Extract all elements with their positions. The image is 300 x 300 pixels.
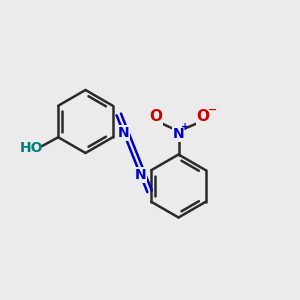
Text: −: − [208,105,218,115]
Text: O: O [196,109,210,124]
Text: +: + [181,122,189,132]
Text: N: N [173,127,184,141]
Text: O: O [149,109,163,124]
Text: HO: HO [20,141,43,155]
Text: N: N [118,126,129,140]
Text: N: N [135,168,146,182]
